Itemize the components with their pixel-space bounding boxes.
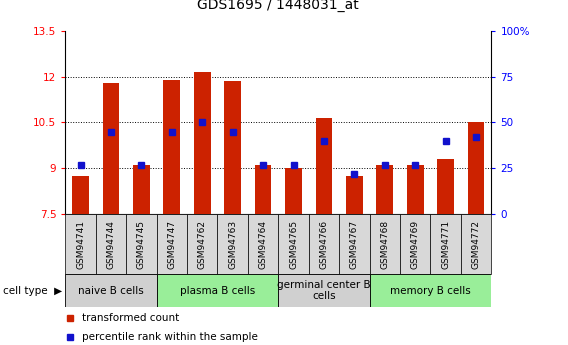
Text: GSM94745: GSM94745 [137,219,146,269]
Bar [65,274,157,307]
Bar [400,214,431,274]
Bar [278,214,309,274]
Bar [72,176,89,214]
Bar [133,165,150,214]
Bar [96,214,126,274]
Bar [164,80,180,214]
Bar [377,165,393,214]
Bar [370,274,491,307]
Text: GSM94767: GSM94767 [350,219,359,269]
Text: memory B cells: memory B cells [390,286,471,296]
Bar [370,214,400,274]
Bar [431,214,461,274]
Text: GSM94765: GSM94765 [289,219,298,269]
Bar [194,72,211,214]
Text: GSM94741: GSM94741 [76,219,85,269]
Bar [309,214,339,274]
Bar [224,81,241,214]
Bar [346,176,363,214]
Text: GSM94763: GSM94763 [228,219,237,269]
Text: GSM94771: GSM94771 [441,219,450,269]
Bar [157,274,278,307]
Text: naive B cells: naive B cells [78,286,144,296]
Bar [467,122,485,214]
Bar [187,214,218,274]
Text: transformed count: transformed count [82,313,179,323]
Bar [126,214,157,274]
Bar [316,118,332,214]
Text: germinal center B
cells: germinal center B cells [277,280,371,302]
Bar [407,165,424,214]
Text: GSM94766: GSM94766 [319,219,328,269]
Bar [65,214,96,274]
Bar [461,214,491,274]
Bar [285,168,302,214]
Bar [339,214,370,274]
Bar [437,159,454,214]
Bar [103,83,119,214]
Text: GSM94764: GSM94764 [258,219,268,269]
Text: percentile rank within the sample: percentile rank within the sample [82,333,257,342]
Text: GSM94747: GSM94747 [168,219,176,269]
Text: GSM94762: GSM94762 [198,219,207,269]
Bar [278,274,370,307]
Bar [248,214,278,274]
Bar [254,165,272,214]
Text: GSM94744: GSM94744 [106,220,115,268]
Bar [157,214,187,274]
Text: plasma B cells: plasma B cells [180,286,255,296]
Text: cell type  ▶: cell type ▶ [3,286,62,296]
Text: GSM94769: GSM94769 [411,219,420,269]
Text: GSM94768: GSM94768 [381,219,389,269]
Bar [218,214,248,274]
Text: GDS1695 / 1448031_at: GDS1695 / 1448031_at [198,0,359,12]
Text: GSM94772: GSM94772 [471,219,481,269]
